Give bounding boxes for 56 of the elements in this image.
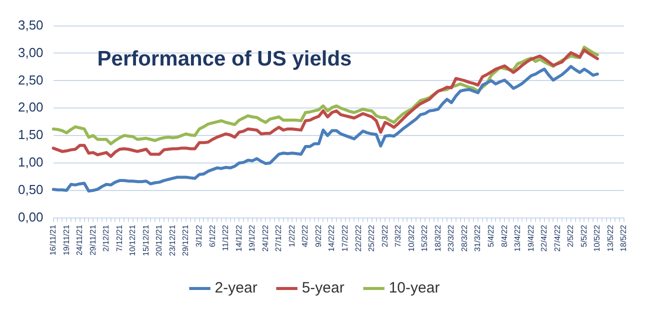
x-tick-label: 14/1/22 [234, 224, 244, 252]
x-tick-label: 2/3/22 [380, 224, 390, 248]
x-tick-label: 2/5/22 [566, 224, 576, 248]
legend-label: 5-year [302, 280, 344, 297]
x-tick-label: 7/12/21 [114, 224, 124, 252]
text: Performance of US yields [97, 48, 352, 71]
x-tick-label: 28/3/22 [460, 224, 469, 252]
x-tick-label: 5/5/22 [579, 224, 588, 248]
x-tick-label: 8/4/22 [500, 224, 509, 248]
y-tick-label: 0,50 [18, 182, 44, 197]
x-tick-label: 20/12/21 [154, 224, 164, 256]
x-tick-label: 18/5/22 [619, 224, 628, 252]
x-tick-label: 6/1/22 [208, 224, 217, 248]
x-tick-label: 3/1/22 [194, 224, 204, 248]
x-tick-label: 2/12/21 [102, 224, 111, 252]
x-tick-label: 7/3/22 [394, 224, 403, 248]
x-tick-label: 10/5/22 [592, 224, 602, 252]
x-tick-label: 24/1/22 [260, 224, 270, 252]
legend-label: 2-year [214, 280, 258, 297]
x-tick-label: 19/4/22 [526, 224, 536, 252]
x-tick-label: 29/11/21 [88, 224, 98, 256]
x-tick-label: 9/2/22 [314, 224, 323, 248]
x-tick-label: 10/3/22 [406, 224, 416, 252]
y-tick-label: 1,50 [18, 127, 44, 142]
x-tick-label: 23/3/22 [446, 224, 456, 252]
x-tick-label: 19/1/22 [248, 224, 257, 252]
y-tick-label: 0,00 [18, 209, 44, 224]
x-tick-label: 27/4/22 [552, 224, 562, 252]
y-tick-label: 2,50 [18, 72, 44, 88]
x-tick-label: 10/12/21 [128, 224, 138, 256]
legend-label: 10-year [388, 280, 440, 297]
x-tick-label: 31/3/22 [473, 224, 482, 252]
x-tick-label: 11/1/22 [221, 224, 230, 251]
x-tick-label: 1/2/22 [287, 224, 296, 248]
x-tick-label: 24/11/21 [75, 224, 84, 256]
x-tick-label: 14/2/22 [327, 224, 336, 252]
x-tick-label: 25/2/22 [367, 224, 376, 252]
x-tick-label: 16/11/21 [48, 224, 58, 256]
x-tick-label: 4/2/22 [300, 224, 310, 248]
x-tick-label: 15/3/22 [420, 224, 430, 252]
x-tick-label: 5/4/22 [486, 224, 496, 248]
y-tick-label: 3,00 [18, 44, 44, 60]
x-tick-label: 17/2/22 [340, 224, 350, 252]
x-tick-label: 22/2/22 [354, 224, 363, 252]
x-tick-label: 13/4/22 [513, 224, 522, 252]
x-tick-label: 15/12/21 [141, 224, 150, 256]
y-tick-label: 3,50 [18, 17, 44, 32]
x-tick-label: 27/1/22 [274, 224, 284, 252]
x-tick-label: 13/5/22 [606, 224, 615, 252]
x-tick-label: 23/12/21 [168, 224, 177, 256]
x-tick-label: 29/12/21 [181, 224, 190, 256]
x-tick-label: 22/4/22 [540, 224, 549, 252]
x-tick-label: 18/3/22 [433, 224, 442, 252]
x-tick-label: 19/11/21 [62, 224, 71, 256]
y-tick-label: 2,00 [18, 100, 44, 115]
y-tick-label: 1,00 [18, 154, 44, 170]
